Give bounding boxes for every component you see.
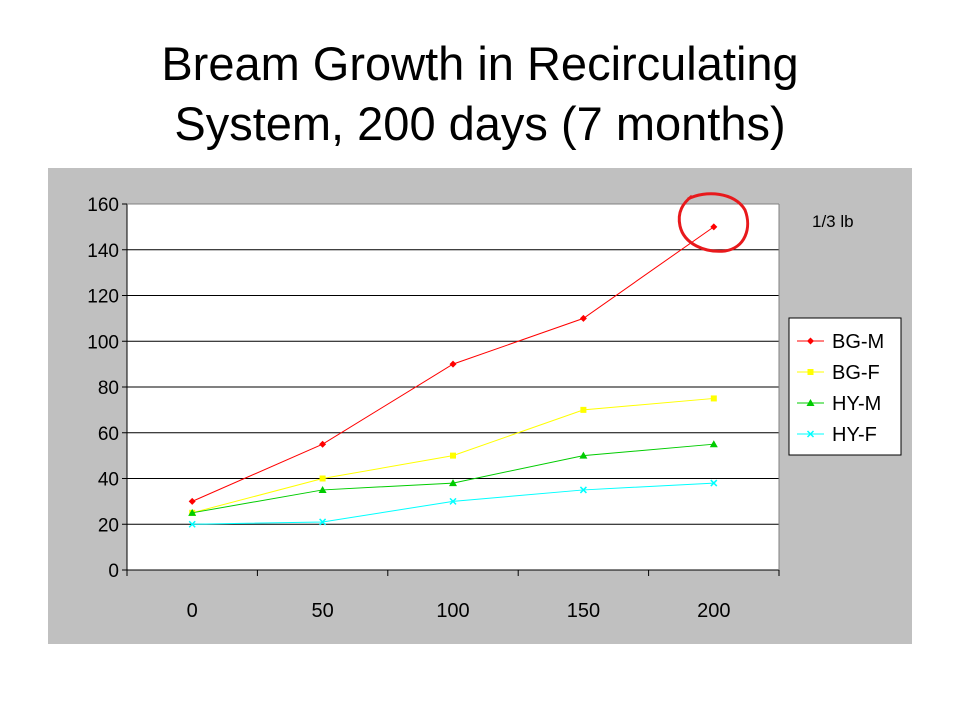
y-tick-label: 160 <box>87 195 119 216</box>
data-point <box>188 520 196 528</box>
x-tick-label: 150 <box>567 600 600 622</box>
data-point <box>450 452 456 459</box>
legend-swatch-marker <box>807 337 814 345</box>
legend-item-hy-m: HY-M <box>797 393 881 415</box>
y-tick-label: 0 <box>108 561 119 582</box>
y-axis-tick-labels: 0 20 40 60 80 100 120 140 160 <box>87 195 119 582</box>
data-point <box>449 479 457 487</box>
y-tick-label: 80 <box>98 378 119 399</box>
x-axis-tick-labels: 0 50 100 150 200 <box>187 600 731 622</box>
y-tick-label: 120 <box>87 287 119 308</box>
data-series <box>188 223 718 528</box>
legend: BG-M BG-F HY-M HY-F <box>788 317 902 456</box>
slide-title: Bream Growth in Recirculating System, 20… <box>0 34 960 154</box>
annotation-circle <box>677 192 750 253</box>
series-hy-f <box>188 479 718 528</box>
annotation-label: 1/3 lb <box>812 212 854 231</box>
data-point <box>319 440 327 448</box>
legend-item-hy-f: HY-F <box>797 424 877 446</box>
legend-item-bg-m: BG-M <box>797 331 884 353</box>
gridlines <box>127 203 779 525</box>
y-tick-label: 100 <box>87 332 119 353</box>
y-tick-label: 40 <box>98 470 119 491</box>
y-tick-label: 140 <box>87 241 119 262</box>
marker-stroke <box>188 520 196 528</box>
data-point <box>449 497 457 505</box>
data-point <box>709 440 718 448</box>
legend-label: HY-F <box>832 424 877 446</box>
axes <box>122 203 780 576</box>
x-tick-label: 0 <box>187 600 198 622</box>
y-tick-label: 60 <box>98 424 119 445</box>
y-tick-label: 20 <box>98 515 119 536</box>
x-tick-label: 200 <box>697 600 730 622</box>
data-point <box>580 406 587 413</box>
data-point <box>319 475 326 482</box>
data-point <box>319 518 327 526</box>
legend-swatch-marker <box>807 369 814 375</box>
data-point <box>710 479 718 487</box>
data-point <box>579 314 587 322</box>
slide-title-line-1: Bream Growth in Recirculating <box>161 37 799 90</box>
data-point <box>710 223 718 231</box>
legend-label: BG-M <box>832 331 884 353</box>
legend-swatch-marker <box>806 430 815 438</box>
legend-label: HY-M <box>832 393 881 415</box>
legend-swatch-marker <box>806 399 815 406</box>
data-point <box>579 451 588 459</box>
data-point <box>710 395 717 402</box>
marker-stroke <box>449 497 457 505</box>
marker-stroke <box>806 430 815 438</box>
x-tick-label: 100 <box>436 600 469 622</box>
marker-stroke <box>319 518 327 526</box>
marker-stroke <box>710 479 718 487</box>
data-point <box>318 485 327 493</box>
series-hy-m <box>188 440 718 516</box>
x-tick-label: 50 <box>311 600 333 622</box>
legend-label: BG-F <box>832 362 880 384</box>
marker-stroke <box>579 486 587 494</box>
data-point <box>188 508 197 516</box>
data-point <box>579 486 587 494</box>
series-bg-m <box>188 223 718 505</box>
data-point <box>449 360 457 368</box>
data-point <box>188 497 196 505</box>
slide-title-line-2: System, 200 days (7 months) <box>174 97 786 150</box>
legend-item-bg-f: BG-F <box>797 362 880 384</box>
